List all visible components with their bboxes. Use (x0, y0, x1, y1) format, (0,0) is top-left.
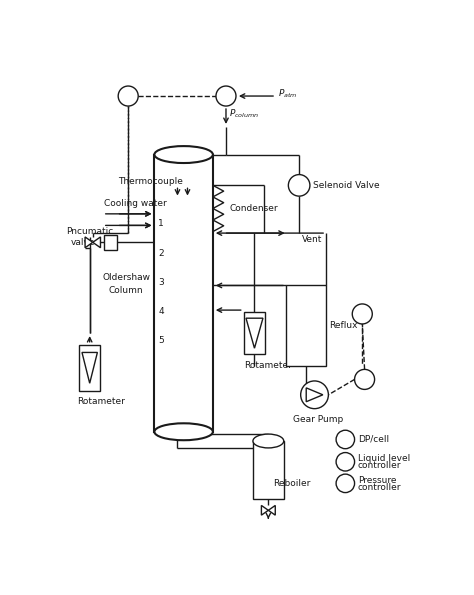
Text: Pressure: Pressure (358, 476, 396, 485)
Text: 2: 2 (158, 249, 164, 258)
Text: 4: 4 (158, 307, 164, 316)
Text: PC: PC (340, 479, 351, 488)
Polygon shape (261, 505, 268, 515)
Ellipse shape (155, 423, 213, 440)
Text: Liquid level: Liquid level (358, 454, 410, 464)
Text: LC: LC (340, 458, 351, 466)
Text: PC: PC (122, 92, 134, 101)
Text: Condenser: Condenser (230, 204, 278, 213)
Polygon shape (85, 237, 93, 248)
Text: Rotameter: Rotameter (77, 397, 125, 406)
Polygon shape (246, 318, 263, 348)
Circle shape (336, 474, 355, 493)
Text: Vent: Vent (302, 235, 323, 244)
Bar (79, 345, 100, 391)
Text: $P_{column}$: $P_{column}$ (229, 108, 259, 120)
Text: controller: controller (358, 483, 401, 491)
Circle shape (301, 381, 328, 409)
Polygon shape (82, 352, 97, 383)
Circle shape (288, 174, 310, 196)
Text: Pncumatic: Pncumatic (66, 227, 114, 236)
Text: Cooling water: Cooling water (104, 199, 167, 208)
Text: controller: controller (358, 461, 401, 470)
Bar (286, 286, 326, 365)
Text: 5: 5 (158, 336, 164, 346)
Polygon shape (306, 388, 323, 402)
Polygon shape (268, 505, 275, 515)
Text: Column: Column (108, 286, 143, 295)
Polygon shape (93, 237, 100, 248)
Text: Gear Pump: Gear Pump (293, 415, 343, 424)
Circle shape (355, 369, 374, 389)
Text: Reflux: Reflux (329, 321, 358, 330)
Text: Reboiler: Reboiler (273, 479, 310, 488)
Text: valve: valve (71, 238, 96, 247)
Text: DP/cell: DP/cell (358, 435, 389, 444)
Text: LC: LC (359, 375, 370, 384)
Text: Selenoid Valve: Selenoid Valve (313, 181, 380, 190)
Text: Oldershaw: Oldershaw (102, 273, 150, 282)
Circle shape (118, 86, 138, 106)
Circle shape (216, 86, 236, 106)
Text: $P_{atm}$: $P_{atm}$ (278, 87, 297, 100)
Bar (155, 155, 213, 432)
Bar (104, 234, 117, 250)
Ellipse shape (155, 146, 213, 163)
Text: Thermocouple: Thermocouple (118, 177, 183, 186)
Circle shape (336, 430, 355, 449)
Bar (253, 441, 284, 499)
Ellipse shape (253, 434, 284, 448)
Circle shape (336, 453, 355, 471)
Text: Rotameter: Rotameter (244, 361, 292, 369)
Bar (244, 312, 265, 355)
Text: 1: 1 (158, 220, 164, 228)
Circle shape (352, 304, 372, 324)
Text: 3: 3 (158, 278, 164, 287)
